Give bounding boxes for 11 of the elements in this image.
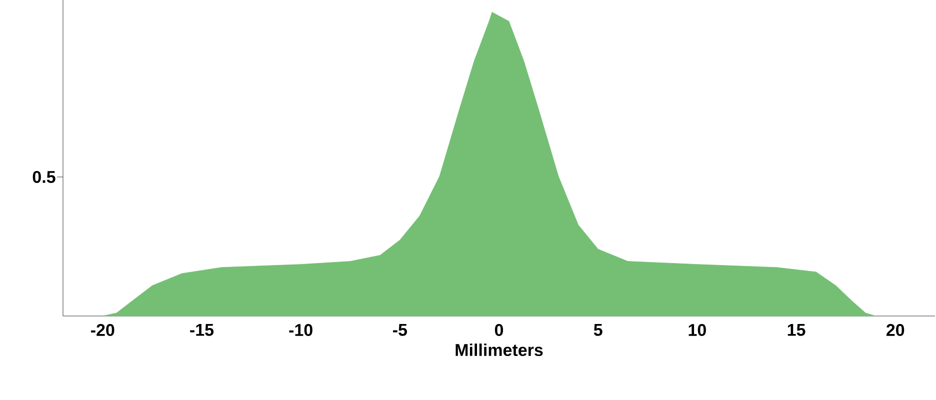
text: 0.5 [32,170,56,183]
x-tick-label: -15 [190,324,214,336]
x-tick-label: 10 [688,324,706,336]
x-tick-label: 20 [886,324,904,336]
x-axis-title: Millimeters [456,344,543,356]
x-tick-label: 0 [494,324,504,336]
x-tick-label: -10 [289,324,312,336]
x-tick-label: 5 [594,324,602,336]
x-tick-label: -5 [393,324,408,336]
x-tick-label: 15 [788,324,806,336]
x-tick-label: -20 [91,324,114,336]
